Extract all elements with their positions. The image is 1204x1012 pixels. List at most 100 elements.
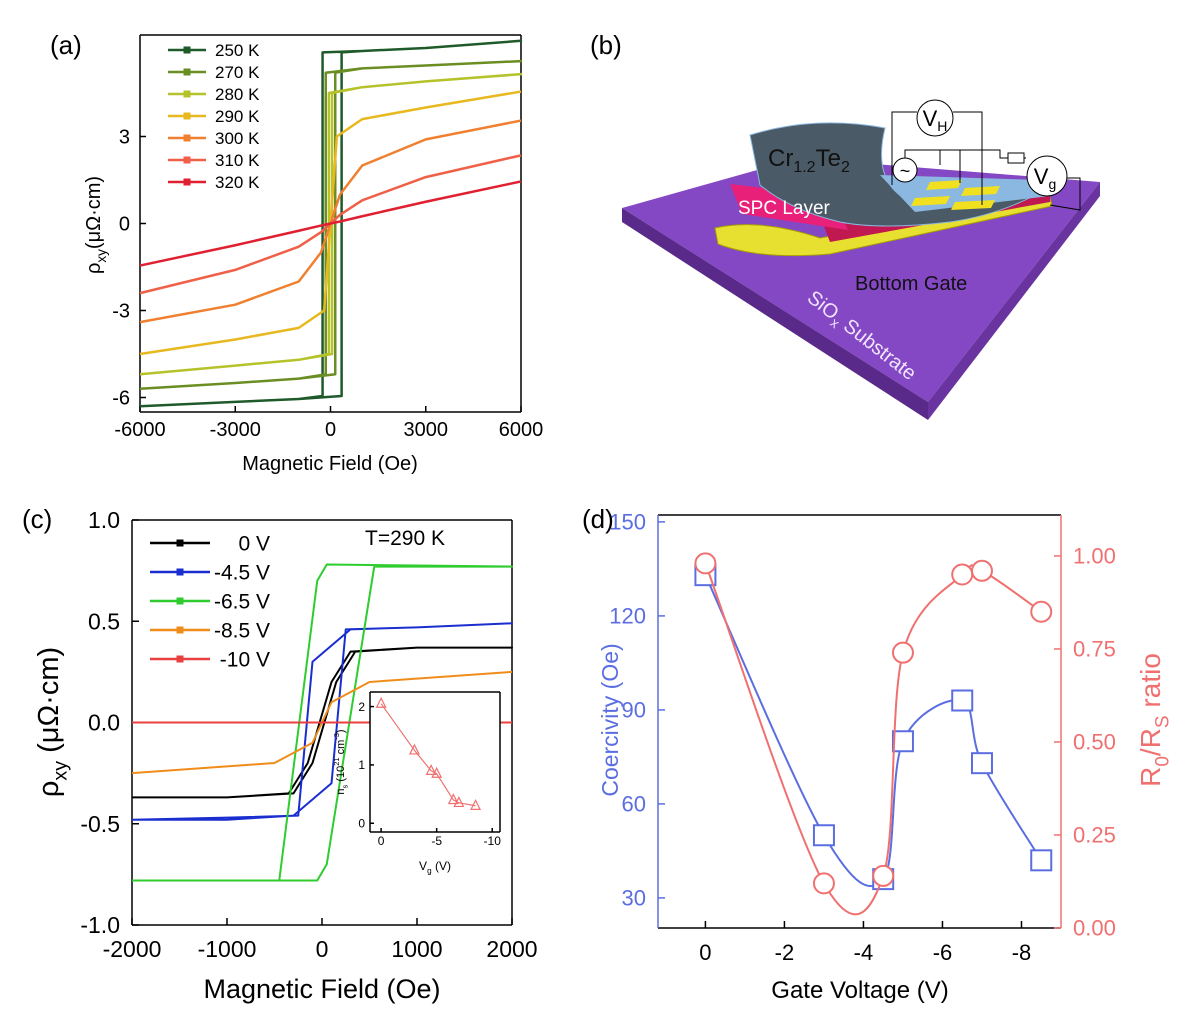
x-tick-label: 0 — [325, 419, 336, 441]
y-axis-label-part: (10 — [335, 766, 347, 785]
y2-axis-label-part: S — [1152, 715, 1173, 728]
label-part: Cr — [768, 145, 793, 172]
y2-tick-label: 1.00 — [1073, 544, 1116, 569]
y2-axis-label-part: /R — [1135, 728, 1166, 756]
wire — [904, 149, 961, 183]
y-tick-label: 3 — [119, 127, 130, 149]
y-axis-label-part: xy — [50, 761, 72, 781]
x-tick-label: -10 — [484, 834, 502, 848]
legend-label: -10 V — [220, 648, 270, 671]
y-axis-label-part: (μΩ·cm) — [83, 176, 105, 249]
y-axis-label-part: s — [340, 784, 349, 788]
legend-label: 310 K — [215, 151, 260, 170]
x-tick-label: -4 — [854, 940, 874, 965]
legend-label: 300 K — [215, 129, 260, 148]
marker — [891, 730, 914, 753]
substrate-side — [622, 208, 928, 420]
legend-label: -6.5 V — [214, 590, 270, 613]
legend-label: 250 K — [215, 41, 260, 60]
marker — [694, 552, 717, 575]
x-axis-label: Magnetic Field (Oe) — [242, 453, 418, 475]
y-tick-label: 120 — [609, 604, 646, 629]
electrode — [961, 186, 1000, 196]
label-part: H — [937, 118, 947, 134]
y-axis-label-part: (μΩ·cm) — [33, 647, 65, 761]
y2-axis-label-part: 0 — [1152, 756, 1173, 767]
series-line — [704, 563, 1042, 916]
series-line — [139, 72, 523, 376]
legend-marker — [183, 134, 191, 142]
x-tick-label: -5 — [431, 834, 442, 848]
y-axis-label-part: xy — [94, 249, 109, 263]
y2-axis-label-part: R — [1135, 767, 1166, 787]
series-line — [139, 59, 523, 391]
y-axis-label-part: n — [335, 788, 347, 794]
y2-axis-label-part: ratio — [1135, 653, 1166, 715]
x-tick-label: -6000 — [114, 419, 165, 441]
y-axis-label: ρxy (μΩ·cm) — [33, 647, 72, 797]
label-part: 1.2 — [793, 159, 815, 176]
marker — [812, 872, 835, 895]
y-tick-label: 1.0 — [88, 507, 120, 533]
x-tick-label: 0 — [316, 936, 329, 962]
spc-label: SPC Layer — [738, 198, 831, 219]
x-tick-label: 1000 — [391, 936, 442, 962]
y-tick-label: -1.0 — [80, 912, 120, 938]
legend-marker — [176, 568, 184, 576]
y-tick-label: -3 — [112, 301, 130, 323]
y-axis-label-part: ρ — [33, 781, 65, 798]
label-part: V — [1034, 164, 1049, 189]
legend-marker — [183, 68, 191, 76]
series-line — [139, 39, 523, 408]
marker — [970, 752, 993, 775]
ac-source — [892, 157, 918, 183]
y-tick-label: -0.5 — [80, 811, 120, 837]
label-part: 2 — [841, 159, 850, 176]
marker — [431, 766, 443, 778]
marker — [970, 559, 993, 582]
series-line — [380, 703, 476, 807]
electrode — [951, 200, 995, 210]
marker — [872, 864, 895, 887]
y2-tick-label: 0.00 — [1073, 916, 1116, 941]
device-diagram: VH Vg ~ Cr1.2Te2 SPC Layer Bottom Gate S… — [590, 30, 1100, 420]
electrode — [926, 180, 962, 190]
y-axis-label: ρxy(μΩ·cm) — [83, 176, 109, 274]
source-label: ~ — [900, 161, 911, 181]
legend-marker — [183, 90, 191, 98]
series-line — [139, 119, 522, 324]
marker — [447, 793, 459, 805]
y-tick-label: 30 — [622, 886, 646, 911]
inset-background — [370, 692, 500, 832]
y-tick-label: 150 — [609, 510, 646, 535]
legend-marker — [176, 655, 184, 663]
x-tick-label: -8 — [1012, 940, 1032, 965]
y-tick-label: 0.5 — [88, 608, 120, 634]
series-line — [704, 574, 1043, 888]
marker — [812, 824, 835, 847]
y-axis-label-part: ρ — [83, 263, 105, 274]
y-tick-label: 60 — [622, 792, 646, 817]
x-tick-label: 6000 — [499, 419, 544, 441]
legend-label: 270 K — [215, 63, 260, 82]
x-axis-label-part: g — [427, 867, 432, 876]
legend-marker — [176, 626, 184, 634]
marker — [453, 796, 465, 808]
y-tick-label: 0 — [358, 816, 365, 830]
wire — [1049, 177, 1081, 211]
label-part: V — [923, 106, 938, 131]
wire — [953, 111, 983, 205]
x-tick-label: -1000 — [198, 936, 257, 962]
resistor — [1007, 152, 1025, 164]
x-tick-label: -6 — [933, 940, 953, 965]
hall-label: VH — [923, 106, 948, 134]
x-tick-label: 3000 — [404, 419, 449, 441]
panel-label: (b) — [590, 30, 622, 60]
marker — [408, 743, 420, 755]
y-axis-label: ns (1021 cm-3) — [332, 729, 349, 794]
x-axis-label: Magnetic Field (Oe) — [203, 974, 440, 1004]
gate-source — [1026, 155, 1068, 197]
legend-marker — [183, 112, 191, 120]
